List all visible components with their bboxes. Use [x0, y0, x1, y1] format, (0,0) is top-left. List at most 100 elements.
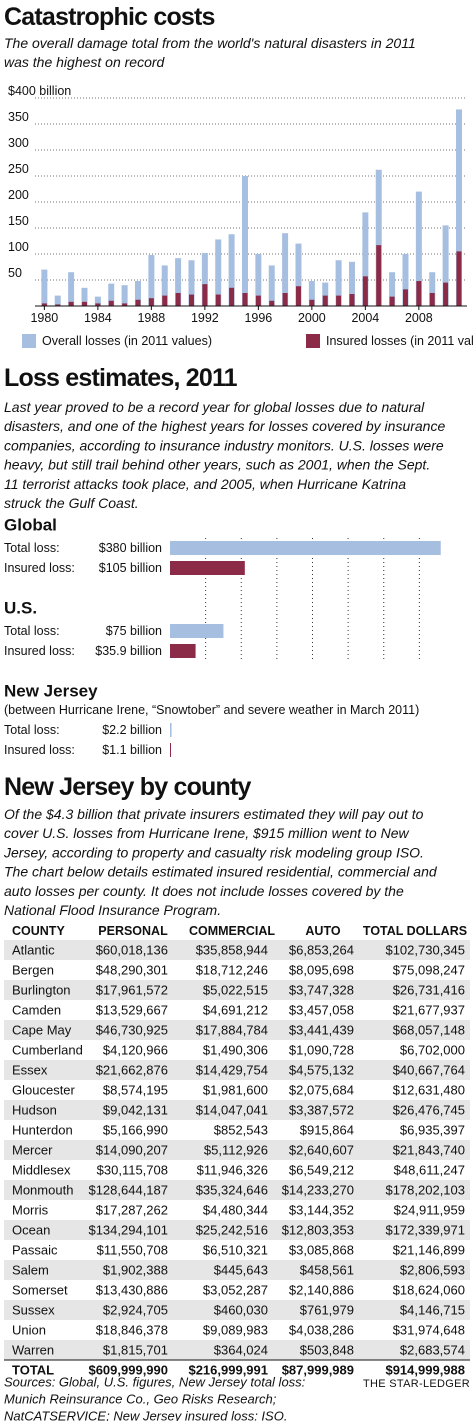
y-tick-label: $400 billion: [8, 84, 71, 98]
paragraph: struck the Gulf Coast.: [4, 495, 139, 511]
table-cell: $75,098,247: [393, 963, 465, 978]
insured-bar: [389, 296, 395, 306]
table-cell: $31,974,648: [393, 1323, 465, 1338]
table-cell: Atlantic: [12, 943, 55, 958]
table-cell: $14,429,754: [196, 1063, 268, 1078]
table-cell: $4,120,966: [103, 1043, 168, 1058]
table-cell: $6,549,212: [289, 1163, 354, 1178]
row-shade: [4, 1060, 470, 1080]
group-note: (between Hurricane Irene, “Snowtober” an…: [4, 703, 419, 717]
value-label: $105 billion: [99, 561, 162, 575]
table-header: COMMERCIAL: [189, 924, 275, 938]
table-total: $216,999,991: [188, 1363, 268, 1378]
table-cell: $6,702,000: [400, 1043, 465, 1058]
paragraph: 11 terrorist attacks took place, and 200…: [4, 476, 406, 492]
insured-bar: [108, 300, 114, 306]
table-cell: $1,902,388: [103, 1263, 168, 1278]
overall-bar: [282, 233, 289, 306]
insured-bar: [202, 284, 208, 306]
hbar: [170, 561, 245, 575]
overall-bar: [442, 225, 449, 306]
table-header: PERSONAL: [98, 924, 168, 938]
group-title: Global: [4, 516, 57, 535]
y-tick-label: 50: [8, 266, 22, 280]
title: Catastrophic costs: [4, 3, 215, 31]
table-cell: $4,146,715: [400, 1303, 465, 1318]
table-cell: $9,042,131: [103, 1103, 168, 1118]
table-cell: $11,946,326: [197, 1163, 268, 1178]
table-cell: $14,233,270: [282, 1183, 354, 1198]
table-cell: $364,024: [214, 1343, 268, 1358]
table-cell: $4,575,132: [289, 1063, 354, 1078]
table-cell: Cape May: [12, 1023, 72, 1038]
overall-bar: [308, 281, 315, 306]
table-cell: $17,884,784: [196, 1023, 268, 1038]
table-cell: $761,979: [300, 1303, 354, 1318]
table-cell: $1,981,600: [203, 1083, 268, 1098]
group-title: New Jersey: [4, 682, 98, 701]
overall-bar: [429, 272, 436, 306]
table-cell: Mercer: [12, 1143, 53, 1158]
table-cell: Essex: [12, 1063, 48, 1078]
table-cell: $134,294,101: [88, 1223, 168, 1238]
x-tick-label: 1996: [244, 311, 272, 325]
table-cell: $46,730,925: [96, 1023, 168, 1038]
overall-bar: [295, 243, 302, 306]
table-header: TOTAL DOLLARS: [363, 924, 467, 938]
insured-bar: [349, 294, 355, 306]
table-cell: $8,574,195: [103, 1083, 168, 1098]
insured-bar: [175, 293, 181, 306]
hbar: [170, 723, 172, 737]
overall-bar: [335, 260, 342, 306]
y-tick-label: 100: [8, 240, 29, 254]
legend-label: Insured losses (in 2011 values): [326, 334, 474, 348]
value-label: $35.9 billion: [95, 644, 162, 658]
table-cell: $102,730,345: [385, 943, 465, 958]
table-cell: $3,052,287: [203, 1283, 268, 1298]
table-cell: $503,848: [300, 1343, 354, 1358]
row-shade: [4, 1220, 470, 1240]
table-cell: $128,644,187: [88, 1183, 168, 1198]
overall-bar: [241, 176, 248, 306]
table-cell: $5,112,926: [204, 1143, 268, 1158]
overall-bar: [228, 234, 235, 306]
group-title: U.S.: [4, 599, 37, 618]
x-tick-label: 2008: [405, 311, 433, 325]
table-cell: $17,961,572: [96, 983, 168, 998]
table-cell: $18,846,378: [96, 1323, 168, 1338]
table-cell: $2,640,607: [289, 1143, 354, 1158]
paragraph: Of the $4.3 billion that private insurer…: [4, 806, 424, 822]
x-tick-label: 1992: [191, 311, 219, 325]
table-cell: $13,430,886: [96, 1283, 168, 1298]
x-tick-label: 1988: [137, 311, 165, 325]
value-label: $2.2 billion: [102, 723, 162, 737]
paragraph: disasters, and one of the highest years …: [4, 418, 445, 434]
insured-bar: [242, 293, 248, 306]
row-shade: [4, 940, 470, 960]
insured-bar: [456, 251, 462, 306]
x-tick-label: 2000: [298, 311, 326, 325]
overall-bar: [94, 296, 101, 306]
row-shade: [4, 1300, 470, 1320]
insured-bar: [135, 299, 141, 306]
table-cell: $3,085,868: [289, 1243, 354, 1258]
table-cell: $9,089,983: [203, 1323, 268, 1338]
insured-bar: [148, 298, 154, 306]
table-cell: $48,290,301: [96, 963, 168, 978]
insured-bar: [443, 282, 449, 306]
hbar: [170, 541, 441, 555]
table-cell: $2,683,574: [400, 1343, 465, 1358]
table-cell: $8,095,698: [289, 963, 354, 978]
overall-bar: [81, 287, 88, 306]
overall-bar: [148, 255, 155, 306]
insured-bar: [255, 295, 261, 306]
table-cell: $458,561: [300, 1263, 354, 1278]
insured-bar: [81, 301, 87, 306]
overall-bar: [415, 191, 422, 306]
table-cell: $11,550,708: [97, 1243, 168, 1258]
table-cell: Salem: [12, 1263, 49, 1278]
overall-bar: [188, 260, 195, 306]
table-total: TOTAL: [12, 1363, 54, 1378]
overall-bar: [362, 212, 369, 306]
insured-bar: [188, 294, 194, 306]
